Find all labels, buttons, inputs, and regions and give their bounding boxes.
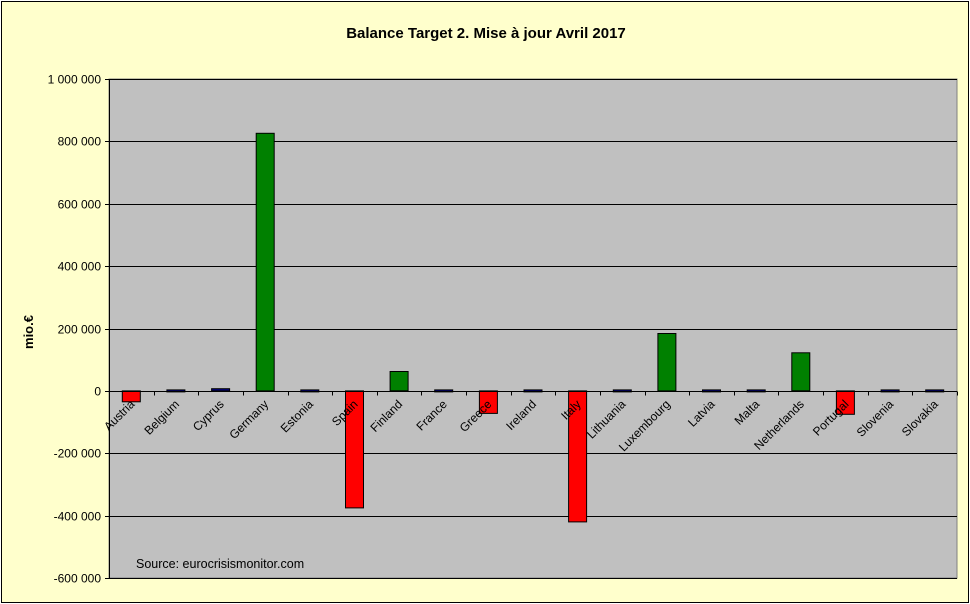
y-axis-label: mio.€ (21, 315, 36, 349)
bar-austria (121, 390, 141, 403)
y-tick-label: 600 000 (58, 198, 102, 212)
y-tick-layer: 1 000 000 800 000 600 000 400 000 200 000 0 -2… (48, 73, 102, 586)
bar-netherlands (791, 352, 811, 392)
y-tick-label: -400 000 (54, 510, 102, 524)
y-tick-label: 1 000 000 (48, 73, 102, 87)
y-tick-label: 200 000 (58, 323, 102, 337)
bar-layer (109, 132, 958, 523)
plot-area (108, 78, 958, 579)
y-tick-label: -200 000 (54, 447, 102, 461)
bar-spain (345, 390, 364, 509)
y-tick-label: 0 (94, 385, 101, 399)
bar-cyprus (211, 388, 231, 392)
bar-italy (568, 390, 588, 523)
chart-title: Balance Target 2. Mise à jour Avril 2017 (346, 25, 626, 42)
bar-portugal (835, 390, 855, 415)
y-tick-label: 400 000 (58, 260, 102, 274)
bar-germany (255, 132, 275, 392)
bar-finland (389, 371, 409, 392)
bar-greece (478, 390, 498, 414)
source-annotation: Source: eurocrisismonitor.com (136, 557, 304, 571)
bar-luxembourg (657, 333, 677, 392)
y-tick-label: -600 000 (54, 572, 102, 586)
y-tick-label: 800 000 (58, 135, 102, 149)
